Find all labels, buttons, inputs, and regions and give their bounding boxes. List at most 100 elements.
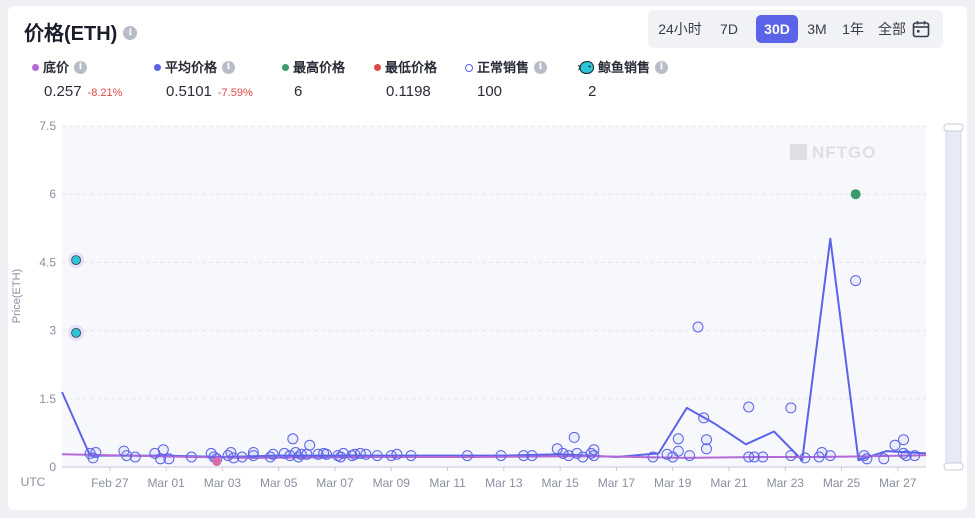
range-slider-bottom-handle[interactable] [943,462,964,471]
x-tick-label: Mar 21 [710,476,748,490]
normal-sale-point [824,450,836,462]
nftgo-logo-icon [790,144,807,160]
x-tick-label: Mar 23 [767,476,805,490]
normal-sale-point [909,450,921,462]
normal-sale-point [588,450,600,462]
legend-average-price[interactable]: 平均价格 i 0.5101 -7.59% [154,60,253,101]
sale-points [68,189,921,467]
info-icon[interactable]: i [655,61,669,75]
range-3m-button[interactable]: 3M [807,21,827,37]
legend-normal-sales[interactable]: 正常销售 i 100 [465,60,548,101]
legend-label: 平均价格 [165,60,218,75]
normal-sale-point [284,450,296,462]
info-icon[interactable]: i [123,25,138,40]
x-tick-label: Mar 11 [429,476,466,490]
x-tick-label: Mar 25 [823,476,861,490]
title-text: 价格(ETH) [24,23,118,45]
x-tick-label: Mar 03 [204,476,242,490]
normal-sale-point [278,447,290,459]
normal-sale-point [684,450,696,462]
normal-sale-point [557,447,569,459]
x-tick-label: Mar 27 [879,476,917,490]
calendar-icon[interactable] [912,20,930,38]
floor-price-dot [32,64,39,72]
normal-sale-point [225,447,237,458]
normal-sale-point [701,434,712,446]
legend-value: 6 [294,83,303,100]
normal-sale-point [90,447,102,458]
normal-sale-point [495,450,507,462]
normal-sale-point [236,451,248,463]
legend-floor-price[interactable]: 底价 i 0.257 -8.21% [32,60,122,101]
range-1y-button[interactable]: 1年 [842,21,864,37]
info-icon[interactable]: i [222,61,236,75]
normal-sale-point [900,450,912,462]
normal-sale-point [743,401,755,413]
normal-sale-point [287,433,299,445]
normal-sale-point [247,447,259,458]
normal-sale-point [121,450,133,462]
normal-sale-point [87,452,99,464]
range-7d-button[interactable]: 7D [720,21,738,37]
normal-sale-point [701,443,712,455]
normal-sale-point [391,448,403,460]
normal-sale-ring-icon [465,63,473,72]
range-24h-button[interactable]: 24小时 [658,21,702,37]
legend-lowest-price[interactable]: 最低价格 0.1198 [374,60,437,101]
normal-sale-point [571,447,583,459]
y-tick-label: 6 [49,187,56,201]
legend-whale-sales[interactable]: 鲸鱼销售 i 2 [578,60,669,101]
legend-value: 0.5101 [166,83,212,100]
normal-sale-point [588,444,600,456]
range-30d-button[interactable]: 30D [756,15,798,43]
x-tick-label: Mar 09 [373,476,411,490]
normal-sale-point [672,445,684,457]
normal-sale-point [337,447,349,459]
normal-sale-point [129,451,141,463]
legend-label: 鲸鱼销售 [598,60,651,75]
info-icon[interactable]: i [74,61,88,75]
normal-sale-point [371,450,383,462]
normal-sale-point [692,321,704,333]
normal-sale-point [247,450,259,462]
normal-sale-point [785,450,797,462]
grid-lines [62,125,926,468]
y-tick-label: 4.5 [39,255,56,269]
x-tick-label: Mar 15 [541,476,579,490]
normal-sale-point [748,451,760,463]
normal-sale-point [163,453,175,465]
whale-icon [71,327,81,338]
range-slider-track[interactable] [945,127,962,468]
highest-sale-point [850,189,861,200]
legend-change: -7.59% [217,87,253,99]
normal-sale-point [743,451,755,463]
range-all-button[interactable]: 全部 [878,21,906,37]
normal-sale-point [228,452,240,464]
normal-sale-point [526,450,538,462]
x-tick-label: Mar 07 [316,476,354,490]
legend-value: 100 [477,83,503,100]
legend-label: 最高价格 [293,60,346,75]
info-icon[interactable]: i [534,61,548,75]
normal-sale-point [647,451,659,463]
legend-label: 底价 [43,60,70,75]
x-tick-label: Mar 19 [654,476,692,490]
legend-highest-price[interactable]: 最高价格 6 [282,60,345,101]
normal-sale-point [757,451,769,463]
legend-label: 正常销售 [477,60,530,75]
y-tick-label: 1.5 [39,392,56,406]
normal-sale-point [304,439,316,451]
x-tick-label: Feb 27 [91,476,129,490]
y-tick-label: 0 [49,460,56,474]
x-tick-label: Mar 13 [485,476,523,490]
x-tick-label: Mar 05 [260,476,298,490]
normal-sale-point [563,450,575,462]
legend-label: 最低价格 [385,60,438,75]
normal-sale-point [360,448,372,460]
normal-sale-point [568,431,580,443]
plot-area [62,126,926,467]
y-tick-label: 3 [49,324,56,338]
range-slider-top-handle[interactable] [943,123,964,132]
time-range-selector: 24小时 7D 30D 3M 1年 全部 [648,10,943,48]
